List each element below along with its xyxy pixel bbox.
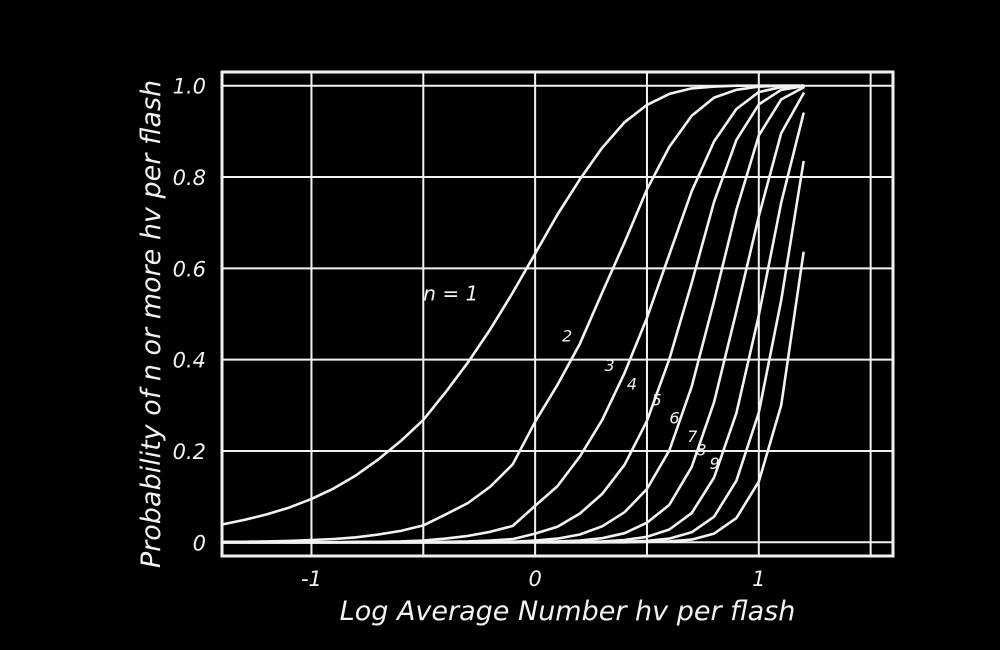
y-tick-label: 0.4 bbox=[173, 349, 206, 373]
series-line-9 bbox=[220, 251, 805, 544]
curve-label-7: 7 bbox=[687, 427, 698, 446]
series-lines bbox=[220, 84, 805, 544]
y-axis-title: Probability of n or more hv per flash bbox=[136, 80, 167, 568]
tick-labels: 0 0.2 0.4 0.6 0.8 1.0 -1 0 1 bbox=[173, 75, 766, 591]
curve-label-4: 4 bbox=[627, 374, 637, 393]
y-tick-label: 1.0 bbox=[173, 75, 206, 99]
gridlines bbox=[222, 72, 893, 556]
x-tick-label: 1 bbox=[752, 567, 765, 591]
x-axis-title: Log Average Number hv per flash bbox=[340, 596, 796, 627]
curve-label-6: 6 bbox=[669, 409, 679, 428]
curve-label-3: 3 bbox=[604, 356, 614, 375]
plot-frame bbox=[220, 70, 895, 558]
curve-label-1: n = 1 bbox=[423, 281, 478, 305]
y-tick-label: 0.6 bbox=[173, 257, 206, 281]
x-tick-label: -1 bbox=[301, 567, 322, 591]
y-tick-label: 0.8 bbox=[173, 166, 206, 190]
y-tick-label: 0.2 bbox=[173, 440, 206, 464]
curve-label-5: 5 bbox=[651, 390, 661, 409]
x-tick-label: 0 bbox=[528, 567, 541, 591]
series-line-8 bbox=[220, 160, 805, 544]
series-line-1 bbox=[220, 84, 805, 526]
curve-label-9: 9 bbox=[710, 454, 720, 473]
y-tick-label: 0 bbox=[193, 531, 206, 555]
series-line-2 bbox=[220, 84, 805, 544]
curve-label-8: 8 bbox=[696, 441, 706, 460]
curve-label-2: 2 bbox=[562, 326, 572, 345]
